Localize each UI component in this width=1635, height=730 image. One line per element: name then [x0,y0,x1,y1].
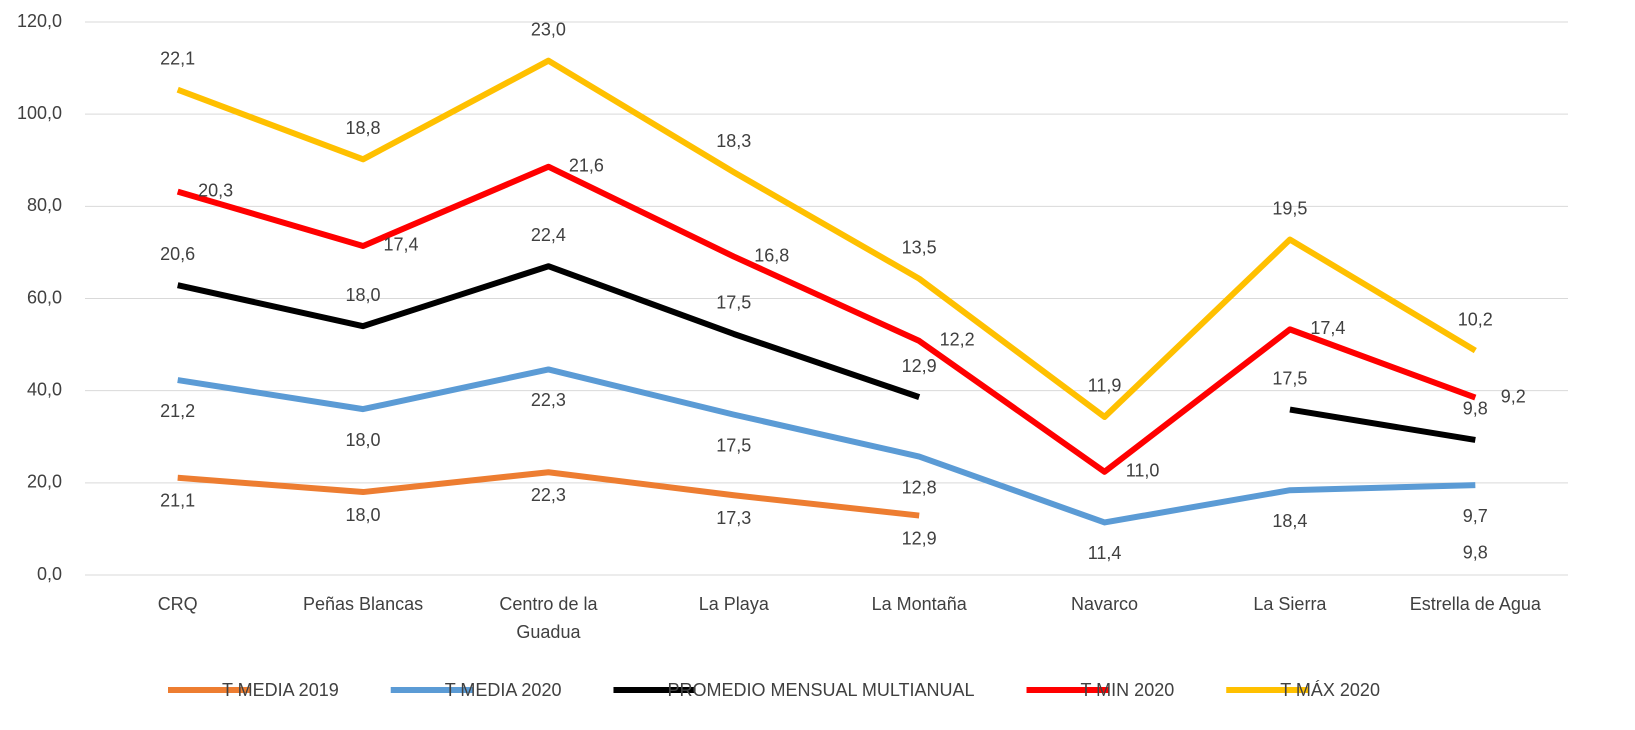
data-label: 22,4 [531,225,566,245]
legend-label: T MÁX 2020 [1280,680,1380,700]
legend-label: T MIN 2020 [1081,680,1175,700]
data-label: 10,2 [1458,309,1493,329]
legend-label: T MEDIA 2020 [445,680,562,700]
data-label: 22,3 [531,485,566,505]
x-tick-label: Estrella de Agua [1410,594,1542,614]
series-line [1289,406,1476,443]
y-tick-label: 100,0 [17,103,62,123]
data-label: 20,6 [160,244,195,264]
data-label: 20,3 [198,180,233,200]
data-label: 16,8 [754,245,789,265]
data-label: 17,5 [1272,368,1307,388]
data-label: 17,5 [716,435,751,455]
legend-label: T MEDIA 2019 [222,680,339,700]
data-label: 18,3 [716,131,751,151]
data-label: 12,8 [902,477,937,497]
series-line [176,163,1477,475]
y-tick-label: 20,0 [27,472,62,492]
x-tick-label: CRQ [158,594,198,614]
data-label: 9,8 [1463,399,1488,419]
data-label: 9,7 [1463,506,1488,526]
data-label: 18,0 [346,285,381,305]
x-tick-label: La Playa [699,594,770,614]
data-label: 18,4 [1272,511,1307,531]
x-tick-label: Centro de la Guadua [499,594,598,642]
data-label: 21,1 [160,491,195,511]
data-label: 11,9 [1088,376,1122,396]
x-tick-label: La Sierra [1253,594,1327,614]
legend-label: PROMEDIO MENSUAL MULTIANUAL [667,680,974,700]
data-label: 18,0 [346,430,381,450]
y-tick-label: 40,0 [27,379,62,399]
data-label: 22,3 [531,390,566,410]
y-tick-label: 80,0 [27,195,62,215]
x-tick-label: La Montaña [872,594,968,614]
x-tick-label: Navarco [1071,594,1138,614]
data-label: 11,0 [1126,461,1160,481]
series-line [176,57,1477,420]
x-tick-label: Peñas Blancas [303,594,423,614]
data-label: 23,0 [531,19,566,39]
y-tick-label: 120,0 [17,11,62,31]
data-label: 17,4 [1310,318,1345,338]
data-label: 21,2 [160,401,195,421]
data-label: 11,4 [1088,543,1122,563]
series-line [177,366,1476,526]
series-line [177,263,921,400]
data-label: 21,6 [569,155,604,175]
data-label: 17,4 [384,235,419,255]
data-label: 12,2 [940,330,975,350]
data-label: 9,8 [1463,543,1488,563]
data-label: 19,5 [1272,198,1307,218]
data-label: 18,8 [346,118,381,138]
y-tick-label: 0,0 [37,564,62,584]
data-label: 9,2 [1501,386,1526,406]
data-label: 12,9 [902,356,937,376]
data-label: 17,3 [716,508,751,528]
data-label: 13,5 [902,237,937,257]
data-label: 17,5 [716,293,751,313]
data-label: 12,9 [902,528,937,548]
series-line [177,469,920,519]
data-label: 22,1 [160,48,195,68]
y-tick-label: 60,0 [27,287,62,307]
data-label: 18,0 [346,505,381,525]
